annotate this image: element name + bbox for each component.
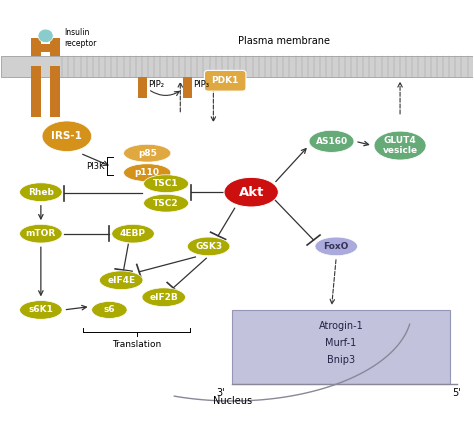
Bar — [182, 76, 192, 98]
FancyBboxPatch shape — [232, 310, 450, 384]
Text: Murf-1: Murf-1 — [325, 338, 356, 348]
Text: Atrogin-1: Atrogin-1 — [319, 320, 364, 331]
Ellipse shape — [19, 224, 62, 243]
Ellipse shape — [124, 164, 171, 181]
Text: TSC1: TSC1 — [153, 179, 179, 188]
Text: Insulin
receptor: Insulin receptor — [64, 28, 97, 48]
Bar — [0, 56, 474, 76]
Text: eIF2B: eIF2B — [149, 293, 178, 302]
Text: FoxO: FoxO — [324, 242, 349, 251]
Text: PIP₂: PIP₂ — [149, 79, 164, 89]
Text: 3': 3' — [216, 388, 225, 398]
Text: Plasma membrane: Plasma membrane — [238, 36, 330, 45]
Text: Akt: Akt — [238, 186, 264, 198]
Text: Rheb: Rheb — [28, 188, 54, 197]
Ellipse shape — [124, 144, 171, 162]
Text: eIF4E: eIF4E — [107, 276, 135, 285]
Ellipse shape — [315, 237, 357, 256]
Text: mTOR: mTOR — [26, 229, 56, 238]
Ellipse shape — [187, 237, 230, 256]
Ellipse shape — [142, 288, 185, 306]
Ellipse shape — [19, 300, 62, 319]
Text: TSC2: TSC2 — [153, 198, 179, 208]
Text: p110: p110 — [135, 168, 160, 177]
Text: 4EBP: 4EBP — [120, 229, 146, 238]
FancyBboxPatch shape — [204, 71, 246, 91]
Text: AS160: AS160 — [316, 137, 347, 146]
Text: Nucleus: Nucleus — [213, 396, 252, 406]
Ellipse shape — [91, 301, 127, 318]
Bar — [31, 38, 41, 56]
Bar — [31, 66, 41, 117]
Ellipse shape — [144, 194, 189, 212]
Text: GSK3: GSK3 — [195, 242, 222, 251]
Ellipse shape — [100, 271, 143, 289]
Text: IRS-1: IRS-1 — [51, 131, 82, 141]
Ellipse shape — [112, 224, 155, 243]
Text: s6: s6 — [104, 306, 115, 314]
Text: 5': 5' — [452, 388, 461, 398]
Text: Translation: Translation — [112, 340, 162, 348]
Ellipse shape — [224, 177, 278, 207]
Ellipse shape — [144, 175, 189, 193]
Ellipse shape — [374, 131, 426, 160]
Ellipse shape — [309, 130, 354, 152]
Text: PIP₃: PIP₃ — [193, 79, 210, 89]
Text: Bnip3: Bnip3 — [327, 355, 355, 365]
Bar — [138, 76, 147, 98]
FancyArrowPatch shape — [150, 91, 179, 96]
Ellipse shape — [42, 121, 91, 151]
Bar — [50, 38, 60, 56]
Text: PDK1: PDK1 — [211, 76, 239, 85]
Circle shape — [38, 29, 53, 42]
Text: PI3K: PI3K — [86, 162, 105, 171]
Text: s6K1: s6K1 — [28, 306, 53, 314]
Bar — [31, 44, 60, 52]
Ellipse shape — [19, 183, 62, 201]
Text: GLUT4
vesicle: GLUT4 vesicle — [383, 136, 418, 155]
Text: p85: p85 — [138, 149, 156, 158]
Bar — [50, 66, 60, 117]
